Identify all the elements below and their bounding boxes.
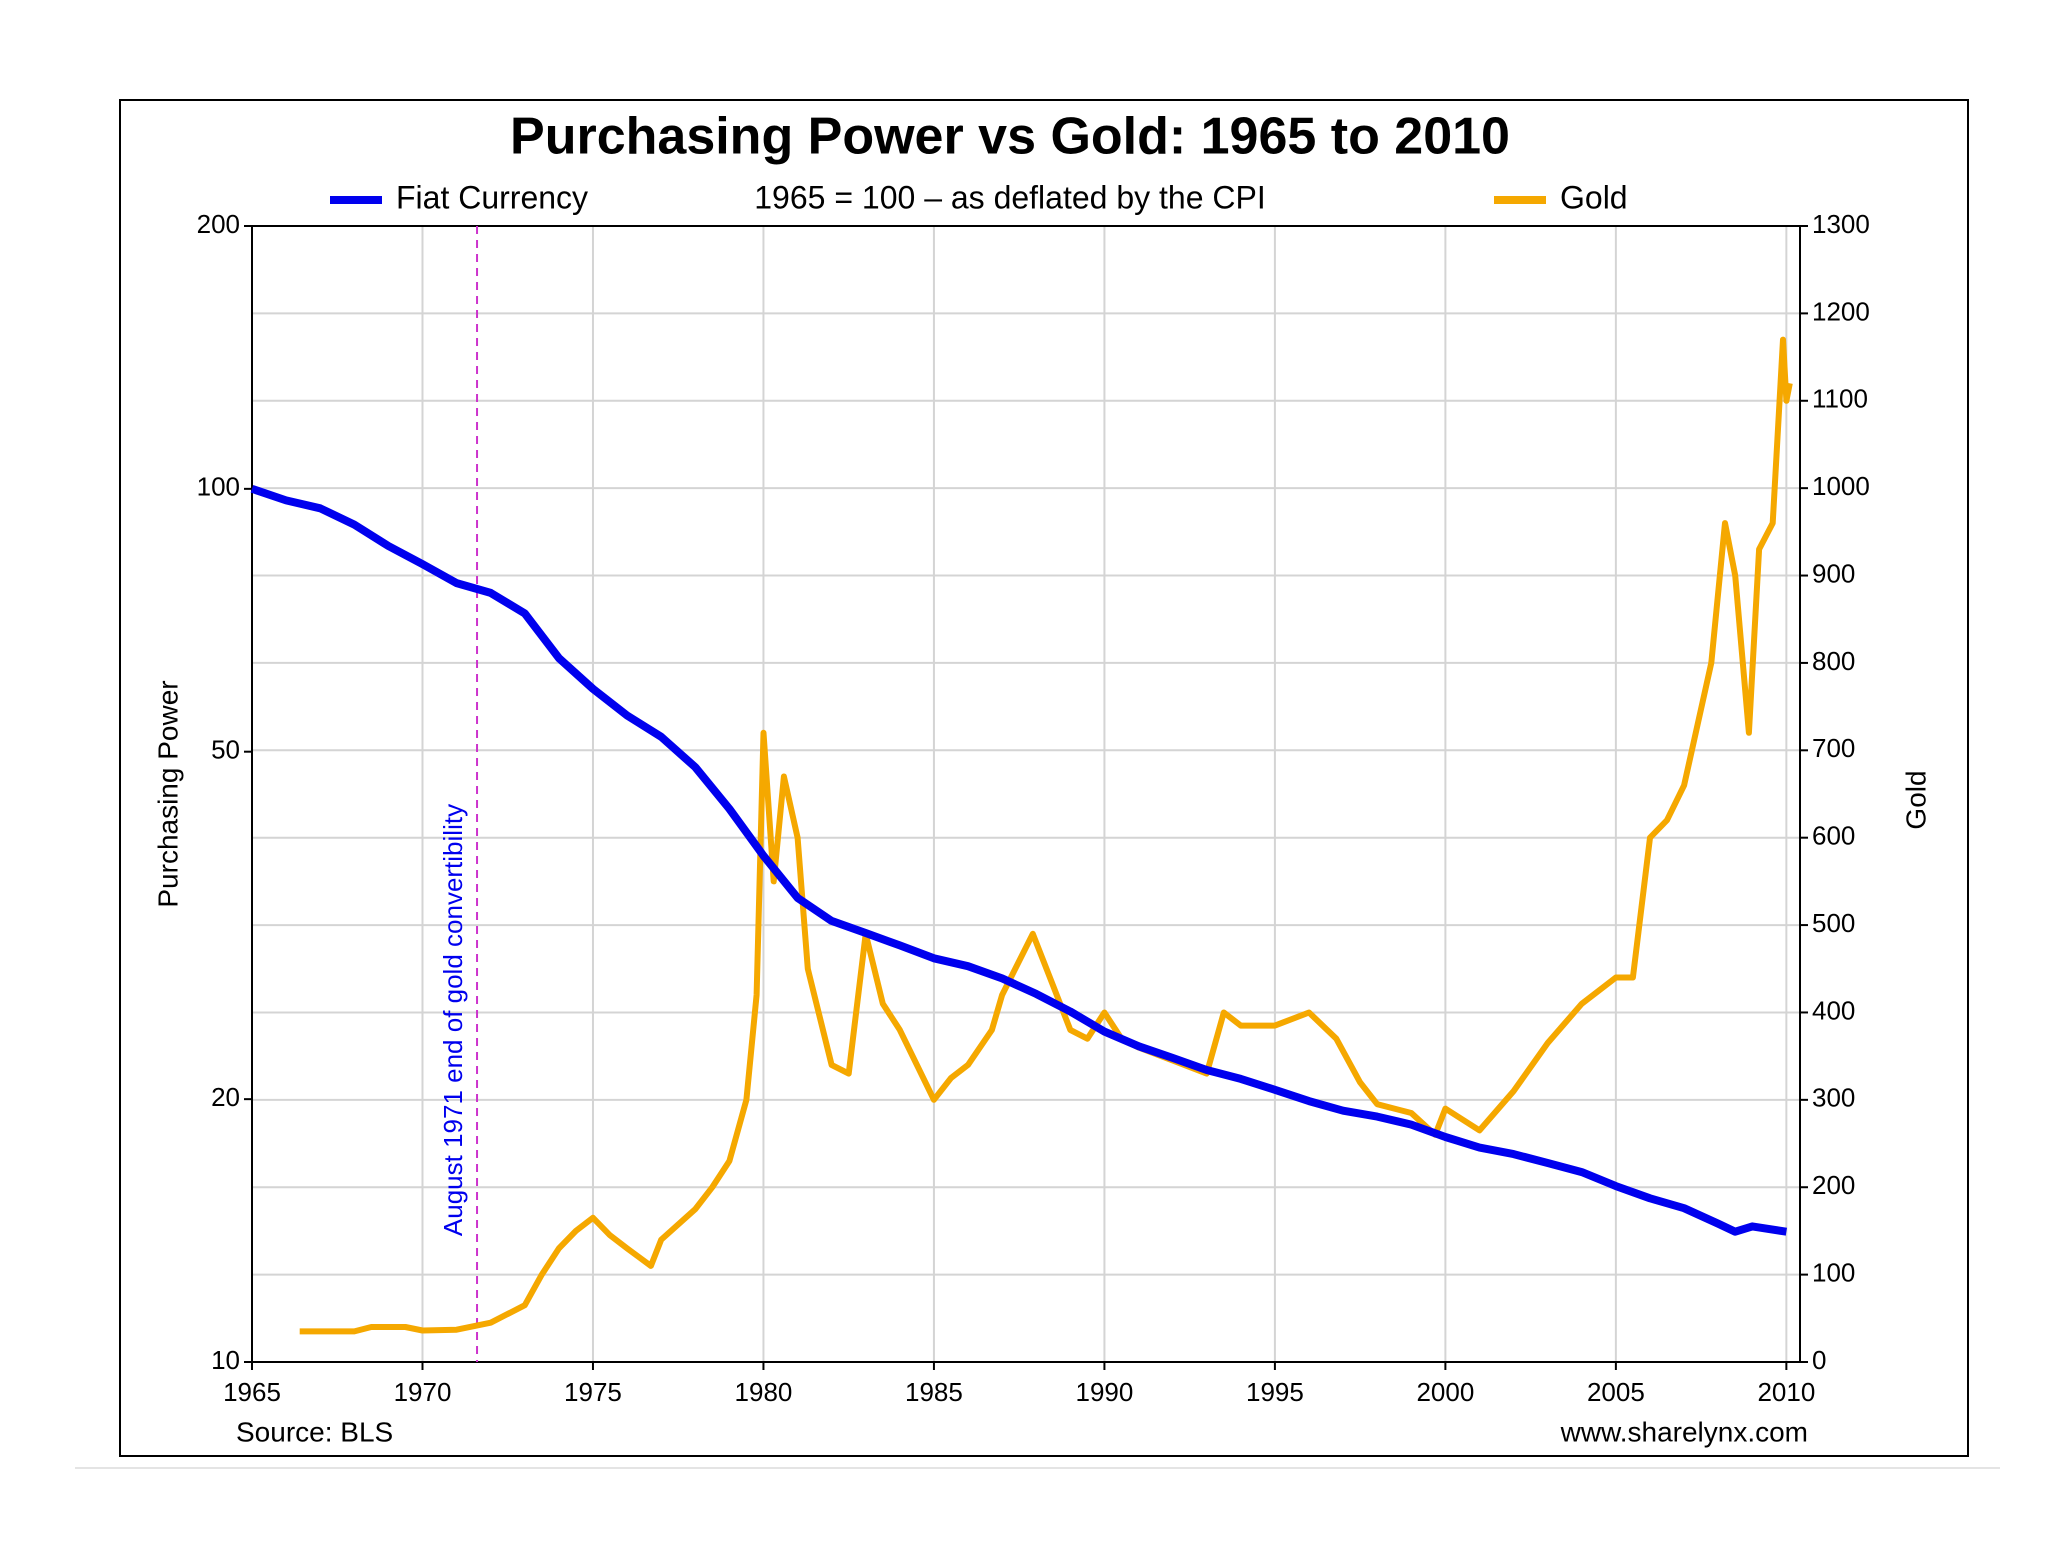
y2-tick-label: 500 bbox=[1812, 908, 1855, 938]
plot-border bbox=[251, 225, 1801, 1363]
legend-label: Fiat Currency bbox=[396, 179, 588, 215]
y2-tick-label: 200 bbox=[1812, 1170, 1855, 1200]
credit: www.sharelynx.com bbox=[1560, 1416, 1808, 1447]
x-tick-label: 1985 bbox=[905, 1377, 963, 1407]
y2-tick-label: 1200 bbox=[1812, 296, 1870, 326]
y2-tick-label: 0 bbox=[1812, 1345, 1826, 1375]
y-tick-label: 100 bbox=[197, 472, 240, 502]
y-tick-label: 50 bbox=[211, 735, 240, 765]
y2-tick-label: 1000 bbox=[1812, 471, 1870, 501]
x-tick-label: 1990 bbox=[1076, 1377, 1134, 1407]
y2-tick-label: 300 bbox=[1812, 1083, 1855, 1113]
y-tick-label: 20 bbox=[211, 1082, 240, 1112]
x-tick-label: 2000 bbox=[1416, 1377, 1474, 1407]
y2-tick-label: 1100 bbox=[1812, 384, 1868, 414]
y2-axis-label: Gold bbox=[1900, 770, 1931, 829]
x-tick-label: 1965 bbox=[223, 1377, 281, 1407]
x-tick-label: 2005 bbox=[1587, 1377, 1645, 1407]
y-tick-label: 200 bbox=[197, 209, 240, 239]
y2-tick-label: 900 bbox=[1812, 558, 1855, 588]
x-tick-label: 1980 bbox=[735, 1377, 793, 1407]
source: Source: BLS bbox=[236, 1416, 393, 1447]
y-tick-label: 10 bbox=[211, 1345, 240, 1375]
annotation-text: August 1971 end of gold convertibility bbox=[438, 804, 468, 1236]
series-line bbox=[299, 336, 1793, 1335]
y2-tick-label: 600 bbox=[1812, 821, 1855, 851]
y2-tick-label: 1300 bbox=[1812, 209, 1870, 239]
chart-title: Purchasing Power vs Gold: 1965 to 2010 bbox=[510, 108, 1510, 166]
x-tick-label: 1975 bbox=[564, 1377, 622, 1407]
y-axis-label: Purchasing Power bbox=[152, 680, 183, 907]
subtitle: 1965 = 100 – as deflated by the CPI bbox=[754, 179, 1265, 215]
y2-tick-label: 400 bbox=[1812, 995, 1855, 1025]
y2-tick-label: 700 bbox=[1812, 733, 1855, 763]
x-tick-label: 1995 bbox=[1246, 1377, 1304, 1407]
y2-tick-label: 800 bbox=[1812, 646, 1855, 676]
x-tick-label: 1970 bbox=[394, 1377, 452, 1407]
legend-label: Gold bbox=[1560, 179, 1628, 215]
frame bbox=[119, 99, 1969, 1457]
series-line bbox=[250, 485, 1788, 1236]
x-tick-label: 2010 bbox=[1757, 1377, 1815, 1407]
y2-tick-label: 100 bbox=[1812, 1257, 1855, 1287]
